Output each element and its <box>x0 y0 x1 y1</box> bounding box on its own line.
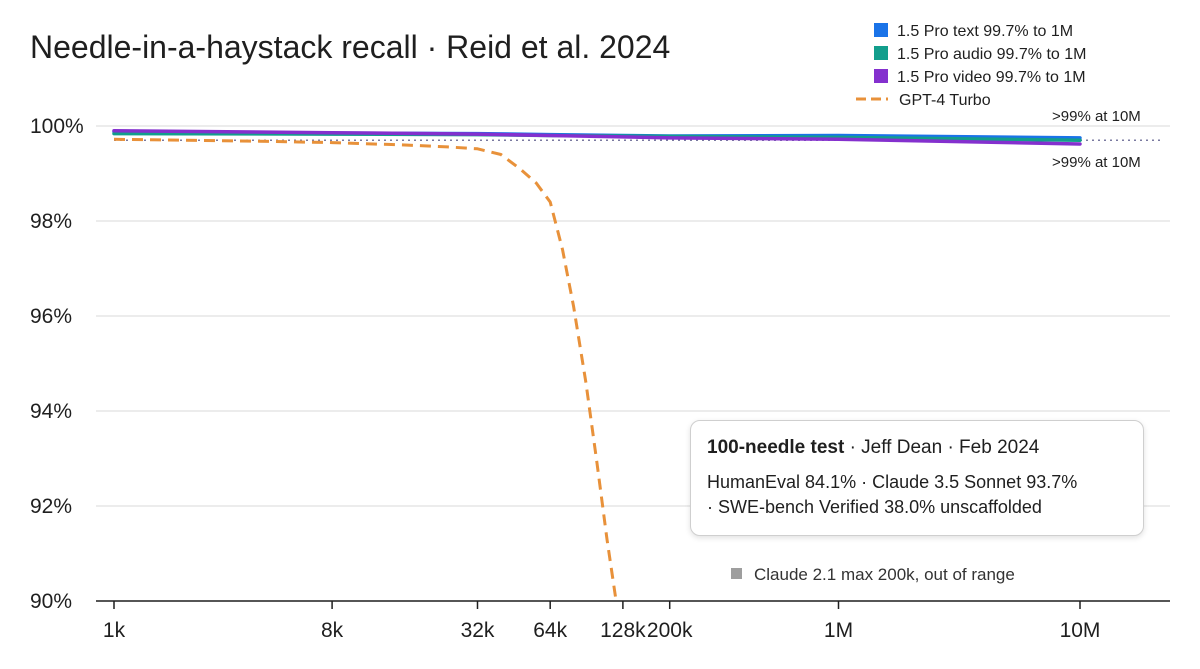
x-tick-label: 10M <box>1060 619 1101 642</box>
info-line-1: HumanEval 84.1% · Claude 3.5 Sonnet 93.7… <box>707 472 1078 492</box>
series-line-4 <box>113 137 618 602</box>
x-tick-label: 8k <box>321 619 344 642</box>
annotation-top-right: >99% at 10M <box>1052 108 1141 125</box>
y-tick-label: 92% <box>30 495 72 518</box>
chart-title: Needle-in-a-haystack recall · Reid et al… <box>30 29 670 65</box>
series-lines <box>112 128 1082 602</box>
x-tick-label: 200k <box>647 619 693 642</box>
info-body: HumanEval 84.1% · Claude 3.5 Sonnet 93.7… <box>707 470 1129 520</box>
legend-label-3: 1.5 Pro video 99.7% to 1M <box>897 69 1086 86</box>
y-tick-label: 98% <box>30 210 72 233</box>
legend-label-1: 1.5 Pro text 99.7% to 1M <box>897 23 1073 40</box>
info-box: 100-needle test · Jeff Dean · Feb 2024 H… <box>690 420 1144 536</box>
x-tick-label: 32k <box>461 619 495 642</box>
note-marker <box>731 568 742 579</box>
legend-swatch-2 <box>874 46 888 60</box>
x-tick-label: 1M <box>824 619 853 642</box>
y-tick-label: 96% <box>30 305 72 328</box>
axes: 90% 92% 94% 96% 98% 100% 1k 8k 32k 64k 128k 200k 1M 1… <box>30 115 1170 642</box>
y-tick-label: 90% <box>30 590 72 613</box>
annotation-bottom-right: >99% at 10M <box>1052 154 1141 171</box>
x-tick-label: 128k <box>600 619 646 642</box>
legend-label-4: GPT-4 Turbo <box>899 92 991 109</box>
info-heading-rest: · Jeff Dean · Feb 2024 <box>844 437 1040 458</box>
x-tick-label: 1k <box>103 619 126 642</box>
legend: 1.5 Pro text 99.7% to 1M 1.5 Pro audio 99… <box>856 23 1086 109</box>
legend-label-2: 1.5 Pro audio 99.7% to 1M <box>897 46 1086 63</box>
series-line-3 <box>112 128 1082 146</box>
info-heading-bold: 100-needle test <box>707 437 845 458</box>
legend-swatch-3 <box>874 69 888 83</box>
info-line-2: · SWE-bench Verified 38.0% unscaffolded <box>707 497 1042 517</box>
note-label: Claude 2.1 max 200k, out of range <box>754 565 1015 584</box>
y-tick-label: 94% <box>30 400 72 423</box>
y-tick-label: 100% <box>30 115 84 138</box>
info-heading: 100-needle test · Jeff Dean · Feb 2024 <box>707 435 1129 461</box>
x-tick-label: 64k <box>533 619 567 642</box>
legend-swatch-1 <box>874 23 888 37</box>
